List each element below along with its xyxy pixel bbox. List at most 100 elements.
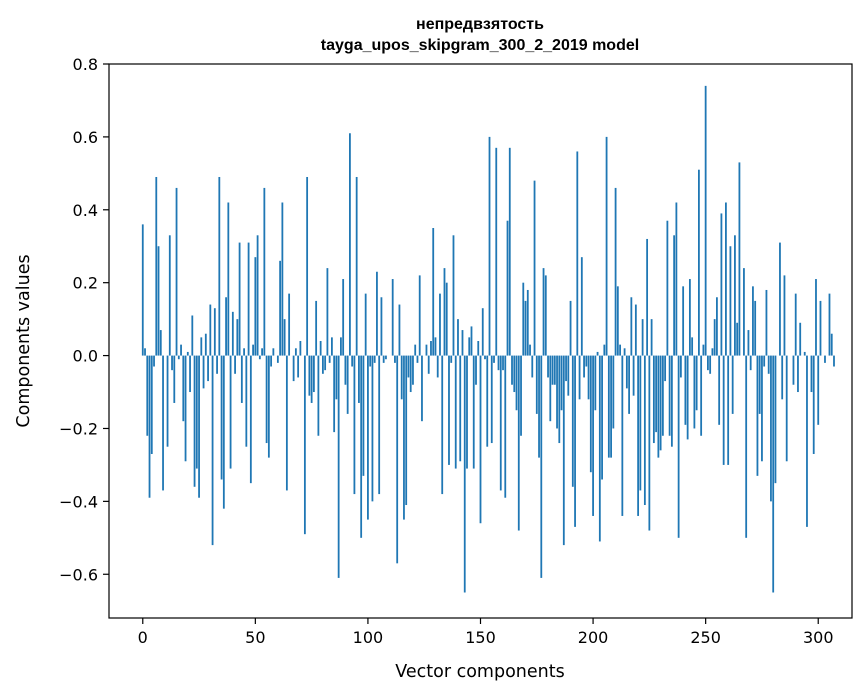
bar-255 (716, 297, 718, 356)
bar-72 (303, 355, 306, 535)
bar-209 (612, 355, 615, 429)
chart-title: непредвзятость (416, 16, 544, 33)
bar-192 (574, 355, 576, 527)
bar-90 (344, 355, 347, 385)
bar-94 (353, 355, 356, 495)
bar-305 (828, 293, 831, 356)
bar-217 (630, 297, 633, 356)
bar-51 (256, 235, 259, 356)
bar-34 (218, 176, 221, 356)
bar-174 (533, 180, 536, 356)
bar-8 (159, 330, 162, 356)
bar-1 (144, 348, 146, 356)
bar-54 (263, 187, 266, 356)
bar-122 (416, 355, 419, 363)
x-tick-label: 50 (245, 628, 265, 647)
bar-201 (594, 355, 597, 411)
bar-167 (517, 355, 520, 531)
bar-236 (673, 235, 676, 356)
bar-14 (173, 355, 176, 403)
bar-158 (497, 355, 500, 371)
bar-147 (472, 355, 475, 469)
bar-6 (155, 176, 158, 356)
bar-264 (736, 322, 739, 356)
bar-187 (562, 355, 565, 546)
bar-166 (515, 355, 518, 411)
bar-140 (457, 319, 459, 356)
bar-41 (234, 355, 236, 374)
bar-172 (529, 344, 531, 356)
bar-19 (184, 355, 187, 462)
bar-68 (294, 348, 297, 356)
chart-subtitle: tayga_upos_skipgram_300_2_2019 model (321, 37, 639, 54)
bar-132 (439, 293, 441, 356)
bar-254 (713, 319, 716, 356)
bar-144 (466, 355, 468, 469)
bar-196 (583, 355, 585, 378)
bar-222 (641, 319, 644, 356)
bar-112 (394, 355, 396, 363)
bar-238 (677, 355, 680, 538)
bar-162 (506, 220, 509, 356)
bar-306 (830, 333, 833, 356)
bar-39 (229, 355, 232, 469)
bar-303 (824, 355, 826, 363)
bar-186 (560, 355, 563, 411)
bar-182 (551, 355, 554, 385)
bar-171 (526, 289, 529, 356)
y-tick-label: −0.4 (59, 492, 98, 511)
bar-221 (639, 355, 642, 491)
bar-164 (511, 355, 513, 385)
bar-252 (709, 355, 712, 374)
bar-175 (535, 355, 538, 414)
bar-233 (666, 220, 669, 356)
bar-78 (317, 355, 320, 436)
plot-area-frame (108, 63, 853, 619)
bar-270 (749, 355, 752, 371)
bar-250 (704, 85, 707, 356)
bar-114 (398, 304, 401, 356)
bar-105 (378, 355, 381, 495)
bar-21 (189, 355, 191, 393)
bar-179 (544, 275, 547, 356)
bar-211 (616, 286, 619, 356)
bar-145 (468, 337, 471, 356)
bar-76 (312, 355, 315, 393)
bar-64 (285, 355, 288, 491)
bar-188 (565, 355, 567, 382)
bar-3 (148, 355, 151, 498)
bar-139 (454, 355, 457, 469)
bar-98 (362, 355, 365, 476)
bar-63 (283, 319, 286, 356)
bar-118 (407, 355, 410, 378)
y-axis-label: Components values (14, 254, 34, 427)
bar-237 (675, 202, 678, 356)
bar-85 (333, 355, 336, 433)
bar-45 (243, 348, 245, 356)
bar-229 (657, 355, 660, 458)
bar-276 (763, 355, 766, 367)
bar-224 (646, 238, 649, 356)
bar-113 (396, 355, 399, 564)
bar-225 (648, 355, 651, 531)
bar-37 (225, 297, 227, 356)
bar-289 (792, 355, 795, 385)
bar-153 (486, 355, 489, 447)
bar-243 (688, 279, 691, 356)
x-axis: 0 50 100 150 200 250 300 (138, 618, 834, 647)
bar-11 (166, 355, 169, 447)
bar-259 (725, 202, 727, 356)
bar-294 (803, 351, 806, 356)
bar-70 (299, 341, 302, 356)
bar-157 (495, 147, 498, 356)
bar-30 (209, 304, 212, 356)
bar-300 (817, 355, 820, 425)
bar-190 (569, 300, 572, 356)
bar-135 (445, 282, 448, 356)
bar-271 (752, 286, 754, 356)
y-axis: −0.6 −0.4 −0.2 0.0 0.2 0.4 0.6 0.8 (59, 55, 109, 584)
bar-2 (146, 355, 149, 436)
bar-106 (380, 297, 383, 356)
bar-62 (281, 202, 284, 356)
bar-231 (661, 355, 664, 436)
